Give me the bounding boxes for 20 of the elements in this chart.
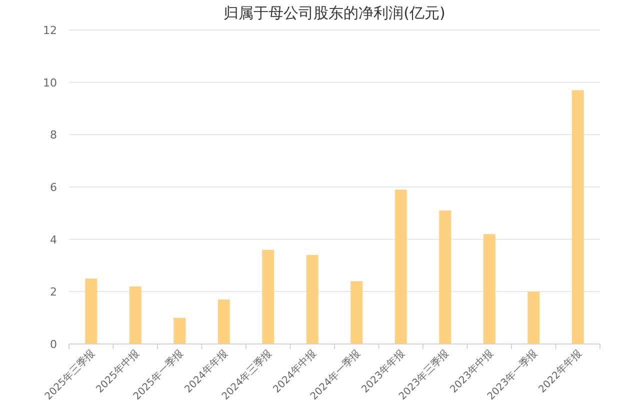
bar <box>306 255 318 344</box>
y-tick-label: 12 <box>43 24 57 37</box>
bar <box>85 278 98 344</box>
bar <box>439 210 452 344</box>
bar <box>350 281 363 344</box>
y-tick-label: 2 <box>50 286 57 299</box>
bar <box>174 318 186 344</box>
bar <box>528 292 540 344</box>
y-tick-label: 10 <box>43 76 57 90</box>
y-tick-label: 0 <box>50 338 57 351</box>
bar <box>394 190 407 344</box>
bar <box>483 234 496 344</box>
y-tick-label: 6 <box>50 181 57 194</box>
bar <box>262 250 274 344</box>
bar <box>218 300 230 344</box>
bar <box>129 286 142 344</box>
chart-title: 归属于母公司股东的净利润(亿元) <box>224 4 446 22</box>
y-tick-label: 4 <box>50 233 57 246</box>
y-tick-label: 8 <box>50 128 57 142</box>
bar <box>572 90 584 344</box>
